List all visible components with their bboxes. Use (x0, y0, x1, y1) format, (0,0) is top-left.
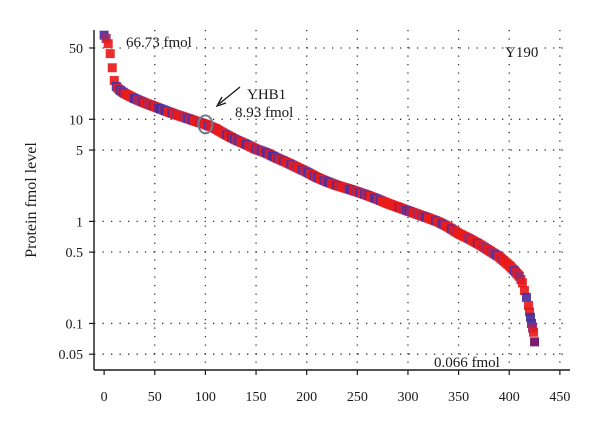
data-point-min (530, 337, 540, 347)
data-point (109, 76, 119, 86)
y-tick-label: 10 (69, 113, 83, 128)
data-point (521, 292, 531, 302)
x-tick-label: 50 (148, 390, 162, 405)
y-tick-label: 50 (69, 42, 83, 57)
y-axis-label: Protein fmol level (23, 142, 40, 258)
minimum-point-group (530, 337, 540, 347)
data-point (101, 33, 111, 43)
data-point (527, 318, 537, 328)
y-tick-label: 0.1 (66, 317, 84, 332)
yhb1-highlight-ring (197, 114, 214, 135)
data-point (524, 307, 534, 317)
grid-layer (94, 30, 570, 370)
annotation-yhb1-value: 8.93 fmol (235, 105, 293, 121)
x-tick-label: 350 (448, 390, 469, 405)
x-tick-label: 100 (195, 390, 216, 405)
data-point (523, 300, 533, 310)
y-tick-label: 0.05 (59, 348, 84, 363)
annotation-yhb1-name: YHB1 (247, 87, 286, 103)
panel-label: Y190 (505, 45, 538, 61)
data-point (107, 63, 117, 73)
data-point (519, 286, 529, 296)
scatter-points (99, 30, 539, 337)
x-tick-label: 200 (296, 390, 317, 405)
data-point (105, 49, 115, 59)
x-axis-ticks: 0 50 100 150 200 250 300 350 400 450 (101, 370, 570, 405)
yhb1-arrow (215, 86, 241, 108)
x-tick-label: 300 (397, 390, 418, 405)
annotation-min-value: 0.066 fmol (434, 355, 500, 371)
data-point (526, 312, 535, 322)
data-point (103, 39, 113, 49)
x-tick-label: 400 (499, 390, 520, 405)
y-tick-label: 5 (76, 144, 83, 159)
y-axis-ticks: 50 10 5 1 0.5 0.1 0.05 (59, 42, 94, 363)
x-tick-label: 150 (246, 390, 267, 405)
y-tick-label: 1 (76, 215, 83, 230)
x-tick-label: 450 (549, 390, 570, 405)
data-point (529, 327, 539, 337)
annotation-max-value: 66.73 fmol (126, 35, 192, 51)
y-tick-label: 0.5 (66, 246, 84, 261)
x-tick-label: 250 (347, 390, 368, 405)
data-point (517, 278, 527, 288)
x-tick-label: 0 (101, 390, 108, 405)
